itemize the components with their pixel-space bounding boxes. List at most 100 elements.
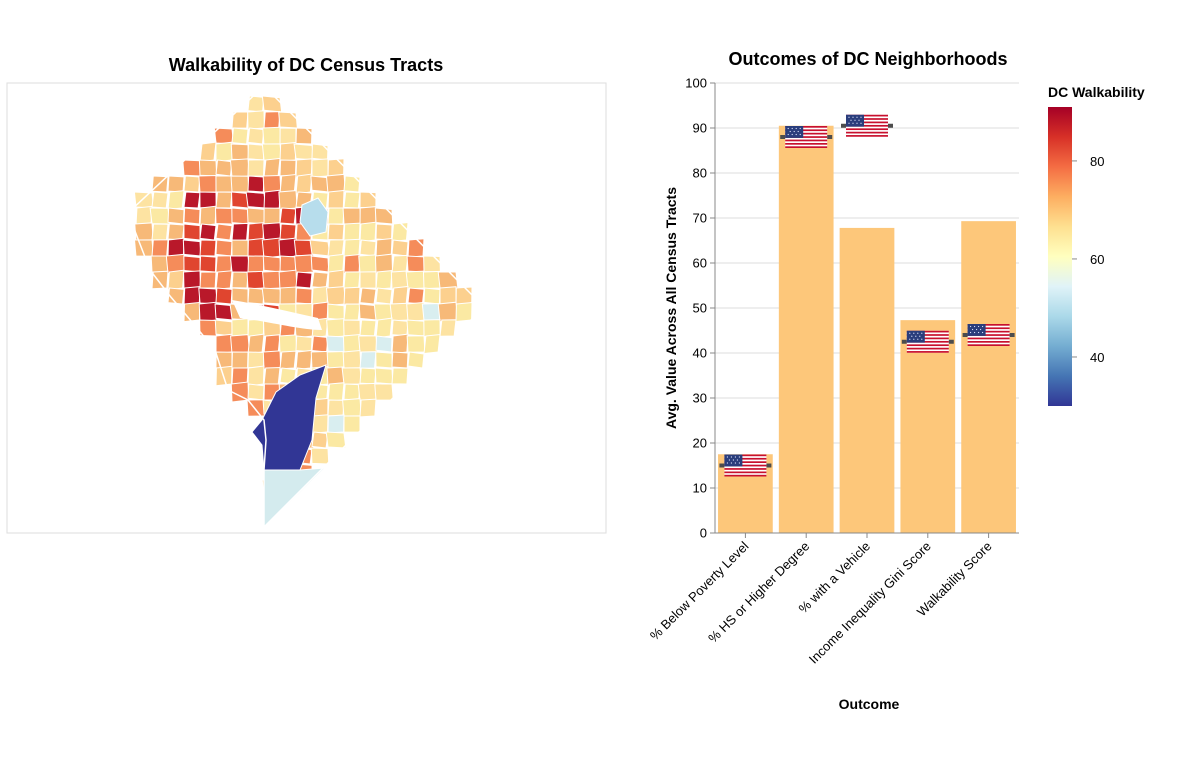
census-tract (247, 237, 265, 259)
census-tract (325, 431, 347, 449)
census-tract (215, 270, 233, 290)
census-tract (343, 175, 361, 193)
census-tract (375, 287, 393, 305)
census-tract (327, 223, 345, 241)
census-tract (343, 319, 361, 337)
census-tract (215, 239, 233, 257)
census-tract (183, 255, 201, 273)
census-tract (295, 335, 313, 353)
census-tract (437, 271, 459, 289)
x-tick-label: Income Inequality Gini Score (806, 539, 934, 667)
census-tract (261, 95, 283, 113)
census-tract (182, 159, 202, 177)
census-tract (294, 254, 314, 274)
census-tract (263, 111, 281, 129)
census-tract (391, 221, 409, 243)
census-tract (247, 333, 265, 355)
census-tract (199, 191, 217, 209)
census-tract (151, 270, 169, 290)
census-tract (261, 287, 283, 305)
census-tract (343, 222, 361, 242)
census-tract (359, 191, 377, 209)
census-tract (311, 431, 329, 449)
census-tract (423, 255, 441, 273)
bar-series (718, 125, 1016, 533)
census-tract (230, 143, 250, 161)
bar (961, 221, 1016, 533)
census-tract (309, 239, 331, 257)
census-tract (279, 207, 297, 225)
census-tract (230, 175, 250, 193)
dc-boundary (127, 84, 486, 529)
census-tract (149, 207, 171, 225)
census-tract (391, 285, 409, 307)
census-tract (439, 319, 457, 337)
census-tract (310, 447, 330, 465)
census-tract (343, 286, 361, 306)
census-tract (437, 301, 459, 323)
census-tract (406, 319, 426, 337)
census-tract (407, 351, 425, 369)
census-tract (391, 239, 409, 257)
census-tract (342, 207, 362, 225)
census-tract (247, 175, 265, 193)
y-tick-label: 50 (693, 301, 707, 316)
census-tract (230, 334, 250, 354)
census-tract (326, 318, 346, 338)
census-tract (295, 349, 313, 371)
y-tick-label: 20 (693, 436, 707, 451)
census-tract (229, 158, 251, 178)
census-tract (231, 111, 249, 129)
census-tract (359, 351, 377, 369)
y-tick-label: 10 (693, 481, 707, 496)
census-tract (151, 191, 169, 209)
census-tract (327, 303, 345, 321)
census-tract (229, 255, 251, 273)
census-tract (199, 255, 217, 273)
census-tract (295, 173, 313, 195)
census-tract (279, 159, 297, 177)
legend-tick-label: 60 (1090, 252, 1104, 267)
census-tract (214, 207, 234, 225)
river (232, 300, 322, 330)
census-tract (311, 158, 329, 178)
census-tract (215, 191, 233, 209)
census-tract (279, 286, 297, 306)
census-tract (279, 141, 297, 163)
census-tract (247, 383, 265, 401)
census-tract (375, 351, 393, 369)
census-tract (133, 191, 155, 209)
census-tract (327, 399, 345, 417)
census-tract (374, 383, 394, 401)
census-tract (374, 367, 394, 385)
census-tract (278, 190, 298, 210)
census-tract (295, 127, 313, 145)
us-flag-icon (906, 330, 949, 353)
census-tract (167, 223, 185, 241)
census-tract (391, 319, 409, 337)
census-tract (326, 351, 346, 369)
x-axis-title: Outcome (839, 696, 900, 712)
census-tract (231, 351, 249, 369)
y-tick-label: 100 (685, 76, 707, 91)
census-tract (183, 175, 201, 193)
census-tract (375, 270, 393, 290)
census-tract (263, 189, 281, 211)
census-tract (215, 159, 233, 177)
census-tract (215, 287, 233, 305)
census-tract (406, 335, 426, 353)
census-tract (374, 207, 394, 225)
census-tract (247, 365, 265, 387)
census-tract (167, 190, 185, 210)
census-tract (183, 301, 201, 323)
legend-tick-label: 40 (1090, 350, 1104, 365)
y-tick-label: 40 (693, 346, 707, 361)
census-tract (199, 271, 217, 289)
census-tract (359, 398, 377, 418)
census-tract (215, 333, 233, 355)
census-tract (358, 254, 378, 274)
census-tract (262, 350, 282, 370)
census-tract (263, 207, 281, 225)
census-tract (407, 287, 425, 305)
